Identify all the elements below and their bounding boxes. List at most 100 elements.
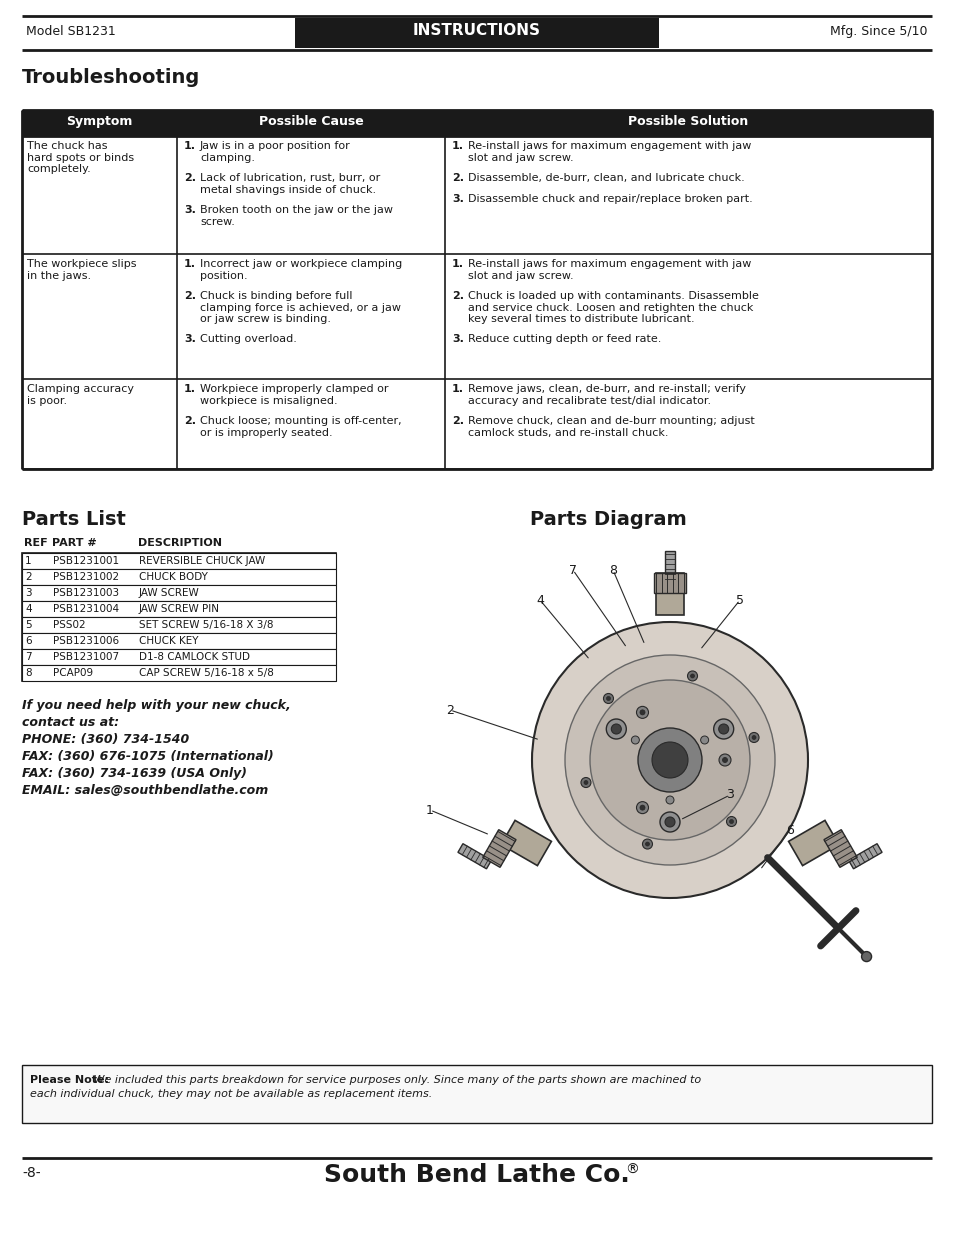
Text: 3.: 3. <box>452 194 463 204</box>
Bar <box>22 601 335 618</box>
Bar <box>22 650 335 664</box>
Text: PSS02: PSS02 <box>53 620 86 630</box>
Text: Re-install jaws for maximum engagement with jaw
slot and jaw screw.: Re-install jaws for maximum engagement w… <box>468 259 751 280</box>
Text: Chuck loose; mounting is off-center,
or is improperly seated.: Chuck loose; mounting is off-center, or … <box>200 416 401 437</box>
Text: 6: 6 <box>25 636 31 646</box>
Bar <box>22 585 335 601</box>
Text: REVERSIBLE CHUCK JAW: REVERSIBLE CHUCK JAW <box>139 556 265 566</box>
Text: 8: 8 <box>25 668 31 678</box>
Text: Possible Solution: Possible Solution <box>627 115 747 128</box>
Text: DESCRIPTION: DESCRIPTION <box>138 538 222 548</box>
Text: PSB1231001: PSB1231001 <box>53 556 119 566</box>
Text: 4: 4 <box>536 594 543 606</box>
Circle shape <box>726 816 736 826</box>
Text: FAX: (360) 734-1639 (USA Only): FAX: (360) 734-1639 (USA Only) <box>22 767 247 781</box>
Circle shape <box>719 755 730 766</box>
Polygon shape <box>788 820 838 866</box>
Text: 1.: 1. <box>184 384 195 394</box>
Text: JAW SCREW PIN: JAW SCREW PIN <box>139 604 220 614</box>
Polygon shape <box>482 830 516 867</box>
Bar <box>22 110 931 136</box>
Polygon shape <box>656 573 683 615</box>
Bar <box>294 19 659 48</box>
Circle shape <box>687 671 697 680</box>
Circle shape <box>583 781 587 784</box>
Text: CHUCK BODY: CHUCK BODY <box>139 572 208 582</box>
Text: 3.: 3. <box>184 205 195 215</box>
Circle shape <box>639 710 644 715</box>
Polygon shape <box>664 551 675 584</box>
Bar <box>22 136 931 469</box>
Text: Parts List: Parts List <box>22 510 126 529</box>
Text: 4: 4 <box>25 604 31 614</box>
Circle shape <box>603 694 613 704</box>
Circle shape <box>641 839 652 848</box>
Text: CAP SCREW 5/16-18 x 5/8: CAP SCREW 5/16-18 x 5/8 <box>139 668 274 678</box>
Text: PART #: PART # <box>52 538 96 548</box>
Circle shape <box>659 811 679 832</box>
Text: Mfg. Since 5/10: Mfg. Since 5/10 <box>830 25 927 38</box>
Circle shape <box>651 742 687 778</box>
Circle shape <box>729 820 733 824</box>
Circle shape <box>861 952 871 962</box>
Text: Parts Diagram: Parts Diagram <box>530 510 686 529</box>
Circle shape <box>611 724 620 734</box>
Circle shape <box>606 697 610 700</box>
Text: 2.: 2. <box>452 291 463 301</box>
Circle shape <box>639 805 644 810</box>
Bar <box>22 1065 931 1123</box>
Text: 7: 7 <box>568 563 577 577</box>
Text: Symptom: Symptom <box>66 115 132 128</box>
Text: Incorrect jaw or workpiece clamping
position.: Incorrect jaw or workpiece clamping posi… <box>200 259 402 280</box>
Text: South Bend Lathe Co.: South Bend Lathe Co. <box>324 1163 629 1187</box>
Text: We included this parts breakdown for service purposes only. Since many of the pa: We included this parts breakdown for ser… <box>90 1074 700 1086</box>
Text: PHONE: (360) 734-1540: PHONE: (360) 734-1540 <box>22 734 189 746</box>
Text: Please Note:: Please Note: <box>30 1074 109 1086</box>
Text: The chuck has
hard spots or binds
completely.: The chuck has hard spots or binds comple… <box>27 141 134 174</box>
Text: Disassemble chuck and repair/replace broken part.: Disassemble chuck and repair/replace bro… <box>468 194 752 204</box>
Text: Troubleshooting: Troubleshooting <box>22 68 200 86</box>
Text: Jaw is in a poor position for
clamping.: Jaw is in a poor position for clamping. <box>200 141 351 163</box>
Text: 2.: 2. <box>452 416 463 426</box>
Text: PSB1231007: PSB1231007 <box>53 652 119 662</box>
Bar <box>22 634 335 650</box>
Circle shape <box>700 736 708 743</box>
Text: ®: ® <box>624 1163 639 1177</box>
Text: 1.: 1. <box>184 141 195 151</box>
Text: 6: 6 <box>785 824 793 836</box>
Polygon shape <box>500 820 551 866</box>
Text: 1: 1 <box>426 804 434 816</box>
Text: 7: 7 <box>25 652 31 662</box>
Circle shape <box>636 802 648 814</box>
Text: 3: 3 <box>725 788 733 802</box>
Text: 2.: 2. <box>184 173 195 183</box>
Bar <box>22 569 335 585</box>
Text: Remove jaws, clean, de-burr, and re-install; verify
accuracy and recalibrate tes: Remove jaws, clean, de-burr, and re-inst… <box>468 384 745 405</box>
Polygon shape <box>823 830 857 867</box>
Text: JAW SCREW: JAW SCREW <box>139 588 199 598</box>
Text: 1.: 1. <box>452 141 463 151</box>
Text: Possible Cause: Possible Cause <box>258 115 363 128</box>
Circle shape <box>564 655 774 864</box>
Text: INSTRUCTIONS: INSTRUCTIONS <box>413 23 540 38</box>
Text: PSB1231003: PSB1231003 <box>53 588 119 598</box>
Text: 2.: 2. <box>452 173 463 183</box>
Bar <box>22 618 335 634</box>
Text: Model SB1231: Model SB1231 <box>26 25 115 38</box>
Text: Broken tooth on the jaw or the jaw
screw.: Broken tooth on the jaw or the jaw screw… <box>200 205 393 226</box>
Text: -8-: -8- <box>22 1166 41 1179</box>
Text: Re-install jaws for maximum engagement with jaw
slot and jaw screw.: Re-install jaws for maximum engagement w… <box>468 141 751 163</box>
Text: REF: REF <box>24 538 48 548</box>
Text: 8: 8 <box>608 563 617 577</box>
Text: PSB1231006: PSB1231006 <box>53 636 119 646</box>
Circle shape <box>664 818 675 827</box>
Bar <box>22 553 335 569</box>
Circle shape <box>751 736 755 740</box>
Text: 5: 5 <box>735 594 743 606</box>
Text: D1-8 CAMLOCK STUD: D1-8 CAMLOCK STUD <box>139 652 250 662</box>
Polygon shape <box>847 844 882 869</box>
Circle shape <box>589 680 749 840</box>
Text: The workpiece slips
in the jaws.: The workpiece slips in the jaws. <box>27 259 136 280</box>
Circle shape <box>713 719 733 739</box>
Text: 3.: 3. <box>184 335 195 345</box>
